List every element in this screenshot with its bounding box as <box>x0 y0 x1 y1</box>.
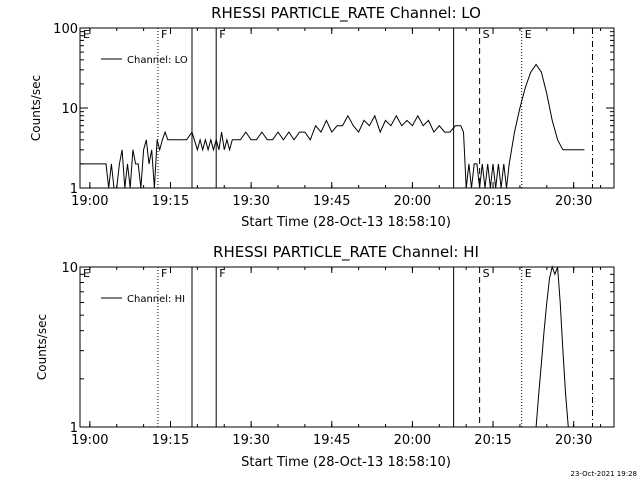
chart-title: RHESSI PARTICLE_RATE Channel: HI <box>213 243 479 262</box>
x-tick-label: 19:45 <box>313 194 350 209</box>
x-tick-label: 19:15 <box>152 194 189 209</box>
x-tick-label: 20:15 <box>474 194 511 209</box>
annotation-label: E <box>83 28 90 41</box>
annotation-label: S <box>483 28 490 41</box>
axis-ticks: 19:00 19:15 19:30 19:45 20:00 20:15 20:30 1 10 <box>61 261 614 448</box>
y-axis-label: Counts/sec <box>35 314 49 380</box>
x-axis-label: Start Time (28-Oct-13 18:58:10) <box>241 455 451 470</box>
y-tick-label: 1 <box>70 421 78 436</box>
generation-timestamp: 23-Oct-2021 19:28 <box>571 470 637 478</box>
x-tick-label: 19:00 <box>71 194 108 209</box>
legend-label: Channel: HI <box>127 294 185 305</box>
annotation-label: E <box>525 267 532 280</box>
hi-channel-panel: RHESSI PARTICLE_RATE Channel: HI Counts/… <box>35 243 615 470</box>
annotation-lines <box>157 28 593 188</box>
plot-frame <box>79 266 615 428</box>
axis-ticks: 19:00 19:15 19:30 19:45 20:00 20:15 20:30 1 10 10… <box>53 22 614 209</box>
x-tick-label: 19:00 <box>71 433 108 448</box>
annotation-label: F <box>161 28 167 41</box>
annotation-label: S <box>483 267 490 280</box>
y-axis-label: Counts/sec <box>29 75 43 141</box>
lo-channel-panel: RHESSI PARTICLE_RATE Channel: LO Counts/… <box>29 4 615 230</box>
y-tick-label: 1 <box>70 182 78 197</box>
x-tick-label: 20:00 <box>394 194 431 209</box>
annotation-label: F <box>161 267 167 280</box>
x-tick-label: 19:15 <box>152 433 189 448</box>
x-tick-label: 20:30 <box>555 194 592 209</box>
x-tick-label: 19:30 <box>232 194 269 209</box>
x-tick-label: 20:00 <box>394 433 431 448</box>
y-tick-label: 10 <box>61 102 78 117</box>
legend-label: Channel: LO <box>127 55 188 66</box>
chart-title: RHESSI PARTICLE_RATE Channel: LO <box>211 4 481 23</box>
x-tick-label: 19:30 <box>232 433 269 448</box>
x-tick-label: 20:30 <box>555 433 592 448</box>
y-tick-label: 100 <box>53 22 78 37</box>
x-tick-label: 20:15 <box>474 433 511 448</box>
annotation-label: E <box>83 267 90 280</box>
legend: Channel: LO <box>101 55 188 66</box>
y-tick-label: 10 <box>61 261 78 276</box>
series-line <box>80 63 585 189</box>
annotation-label: F <box>219 267 225 280</box>
legend: Channel: HI <box>101 294 185 305</box>
series-group <box>80 63 585 189</box>
annotation-label: F <box>219 28 225 41</box>
x-axis-label: Start Time (28-Oct-13 18:58:10) <box>241 215 451 230</box>
x-tick-label: 19:45 <box>313 433 350 448</box>
annotation-label: E <box>525 28 532 41</box>
annotation-lines <box>157 267 593 427</box>
